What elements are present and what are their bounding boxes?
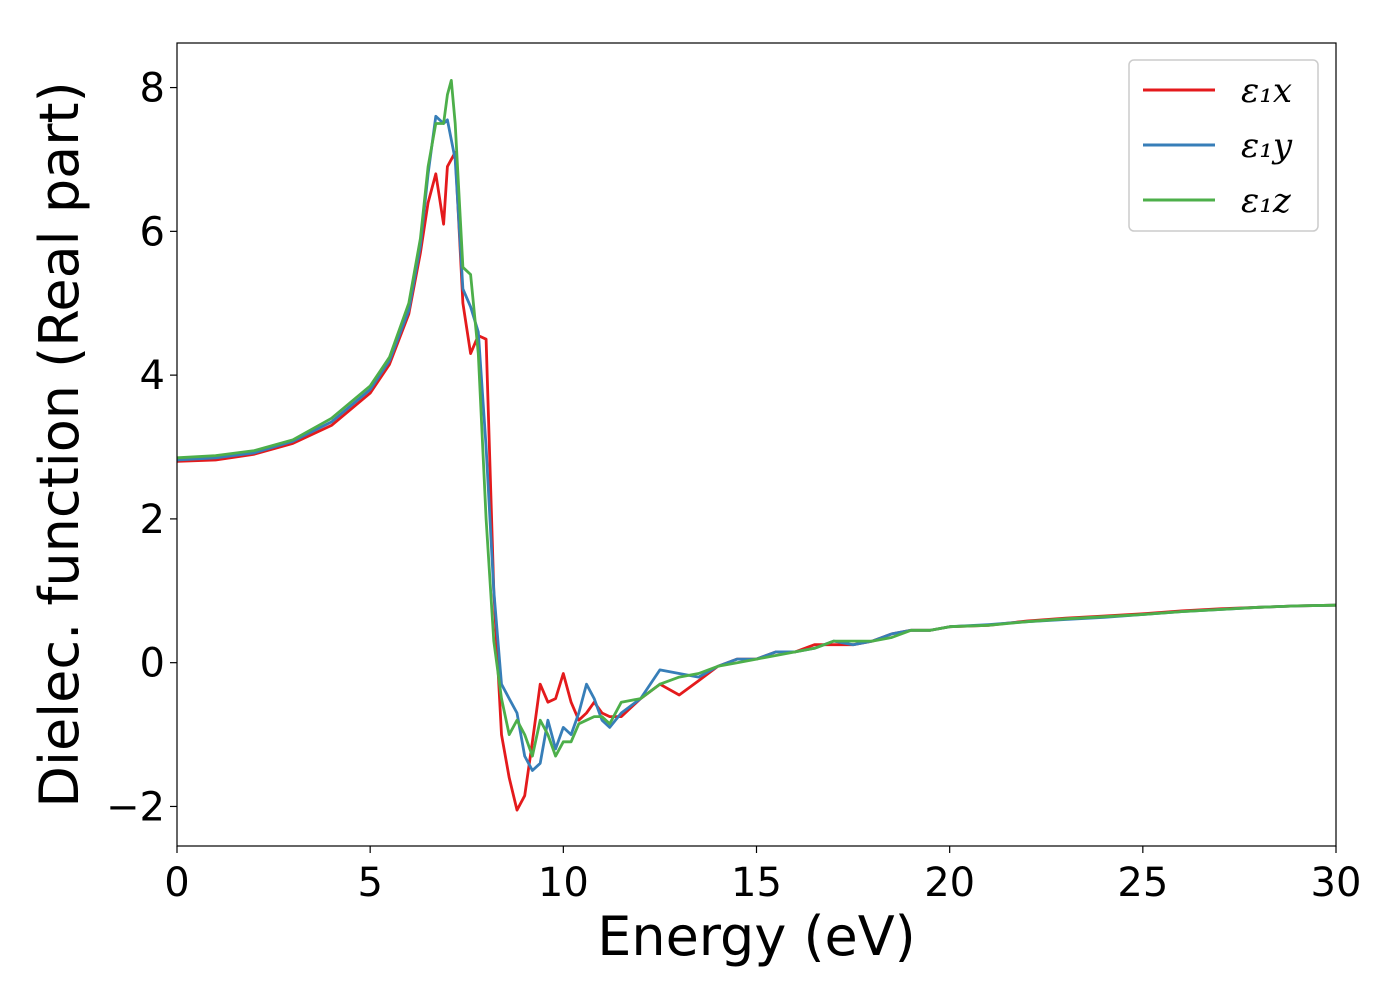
y-tick-label: 2 [140,497,165,543]
legend-label-1: ε₁x [1241,71,1292,111]
legend-label-2: ε₁y [1241,126,1293,166]
y-axis-ticks: −2 0 2 4 6 8 [106,66,177,830]
x-tick-label: 30 [1311,860,1362,906]
x-axis-ticks: 0 5 10 15 20 25 30 [164,846,1361,906]
legend: ε₁x ε₁y ε₁z [1128,59,1319,232]
x-tick-label: 0 [164,860,189,906]
y-tick-label: 6 [140,209,165,255]
x-axis-label: Energy (eV) [597,905,916,968]
x-tick-label: 25 [1117,860,1168,906]
x-tick-label: 5 [357,860,382,906]
series-line-3 [177,79,1336,758]
y-axis-label: Dielec. function (Real part) [28,81,91,807]
legend-label-3: ε₁z [1241,181,1292,221]
x-tick-label: 20 [924,860,975,906]
y-tick-label: 8 [140,66,165,112]
series-layer [177,79,1336,812]
y-tick-label: 4 [140,353,165,399]
x-tick-label: 10 [538,860,589,906]
y-tick-label: −2 [106,784,165,830]
y-tick-label: 0 [140,641,165,687]
legend-box [1128,59,1319,232]
x-tick-label: 15 [731,860,782,906]
